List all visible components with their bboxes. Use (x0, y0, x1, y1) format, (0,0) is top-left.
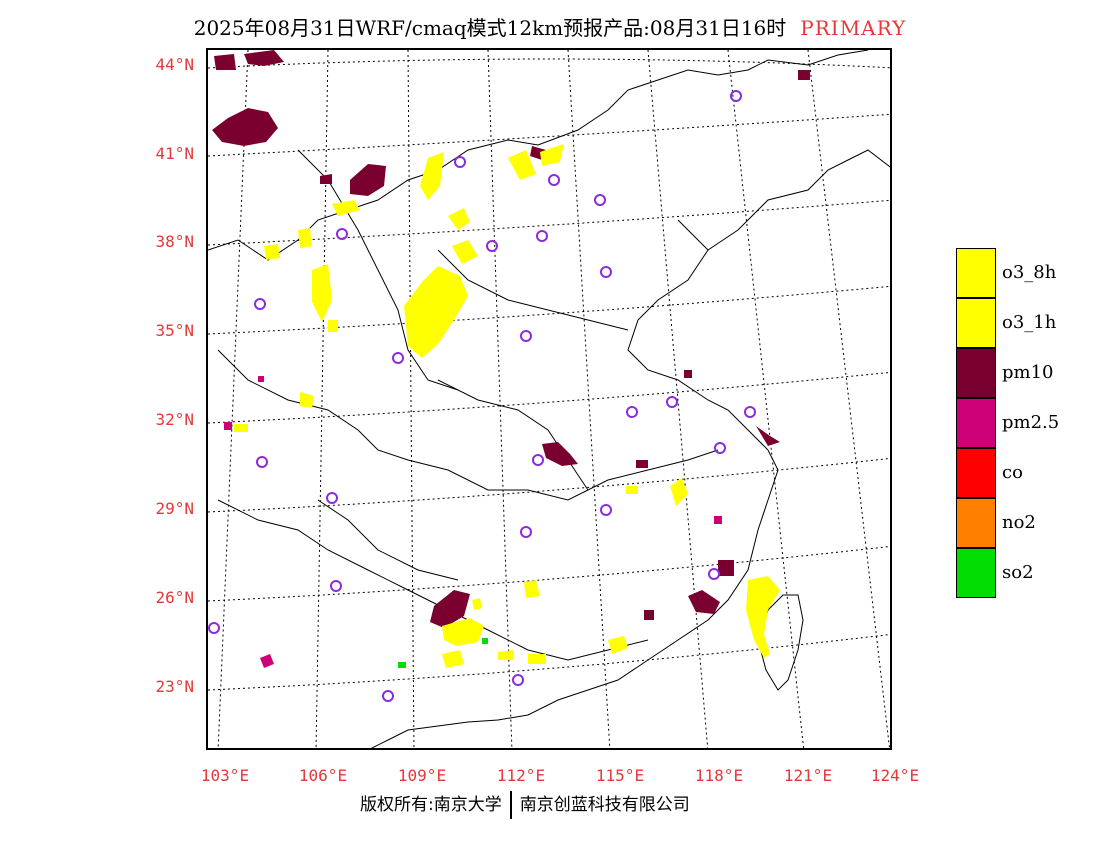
pm10-patches (212, 50, 810, 628)
lon-label-106: 106°E (298, 766, 348, 785)
legend-label: no2 (1002, 512, 1036, 533)
legend-swatch (956, 248, 996, 298)
lat-label-26: 26°N (155, 588, 194, 607)
copyright-company: 南京创蓝科技有限公司 (519, 795, 690, 815)
lat-label-32: 32°N (155, 410, 194, 429)
map-canvas (208, 50, 890, 748)
lon-label-118: 118°E (694, 766, 744, 785)
chart-title: 2025年08月31日WRF/cmaq模式12km预报产品:08月31日16时 P… (0, 12, 1100, 41)
title-tag: PRIMARY (800, 16, 907, 40)
lat-label-38: 38°N (155, 232, 194, 251)
legend-swatch (956, 348, 996, 398)
legend-swatch (956, 548, 996, 598)
legend-swatch (956, 298, 996, 348)
so2-patches (398, 638, 488, 668)
lat-label-41: 41°N (155, 144, 194, 163)
footer-separator (509, 791, 512, 819)
lat-label-29: 29°N (155, 499, 194, 518)
lat-label-23: 23°N (155, 677, 194, 696)
title-main: 2025年08月31日WRF/cmaq模式12km预报产品:08月31日16时 (193, 16, 787, 40)
lon-label-115: 115°E (595, 766, 645, 785)
lat-label-35: 35°N (155, 321, 194, 340)
legend-label: o3_8h (1002, 262, 1057, 283)
longitude-gridlines (217, 50, 890, 748)
lat-label-44: 44°N (155, 55, 194, 74)
o3-patches (234, 144, 780, 668)
lon-label-121: 121°E (783, 766, 833, 785)
legend-swatch (956, 398, 996, 448)
legend-label: o3_1h (1002, 312, 1057, 333)
legend-label: so2 (1002, 562, 1034, 583)
legend-label: pm10 (1002, 362, 1054, 383)
legend-swatch (956, 448, 996, 498)
station-markers (208, 90, 756, 702)
coastline-borders (208, 50, 890, 748)
lon-label-103: 103°E (200, 766, 250, 785)
legend-swatch (956, 498, 996, 548)
copyright-footer: 版权所有:南京大学 南京创蓝科技有限公司 (360, 790, 690, 819)
legend-label: co (1002, 462, 1023, 483)
lon-label-112: 112°E (496, 766, 546, 785)
lon-label-124: 124°E (870, 766, 920, 785)
copyright-owner: 版权所有:南京大学 (360, 795, 502, 815)
lon-label-109: 109°E (397, 766, 447, 785)
forecast-map (206, 48, 892, 750)
legend-label: pm2.5 (1002, 412, 1060, 433)
pm25-patches (224, 376, 722, 668)
